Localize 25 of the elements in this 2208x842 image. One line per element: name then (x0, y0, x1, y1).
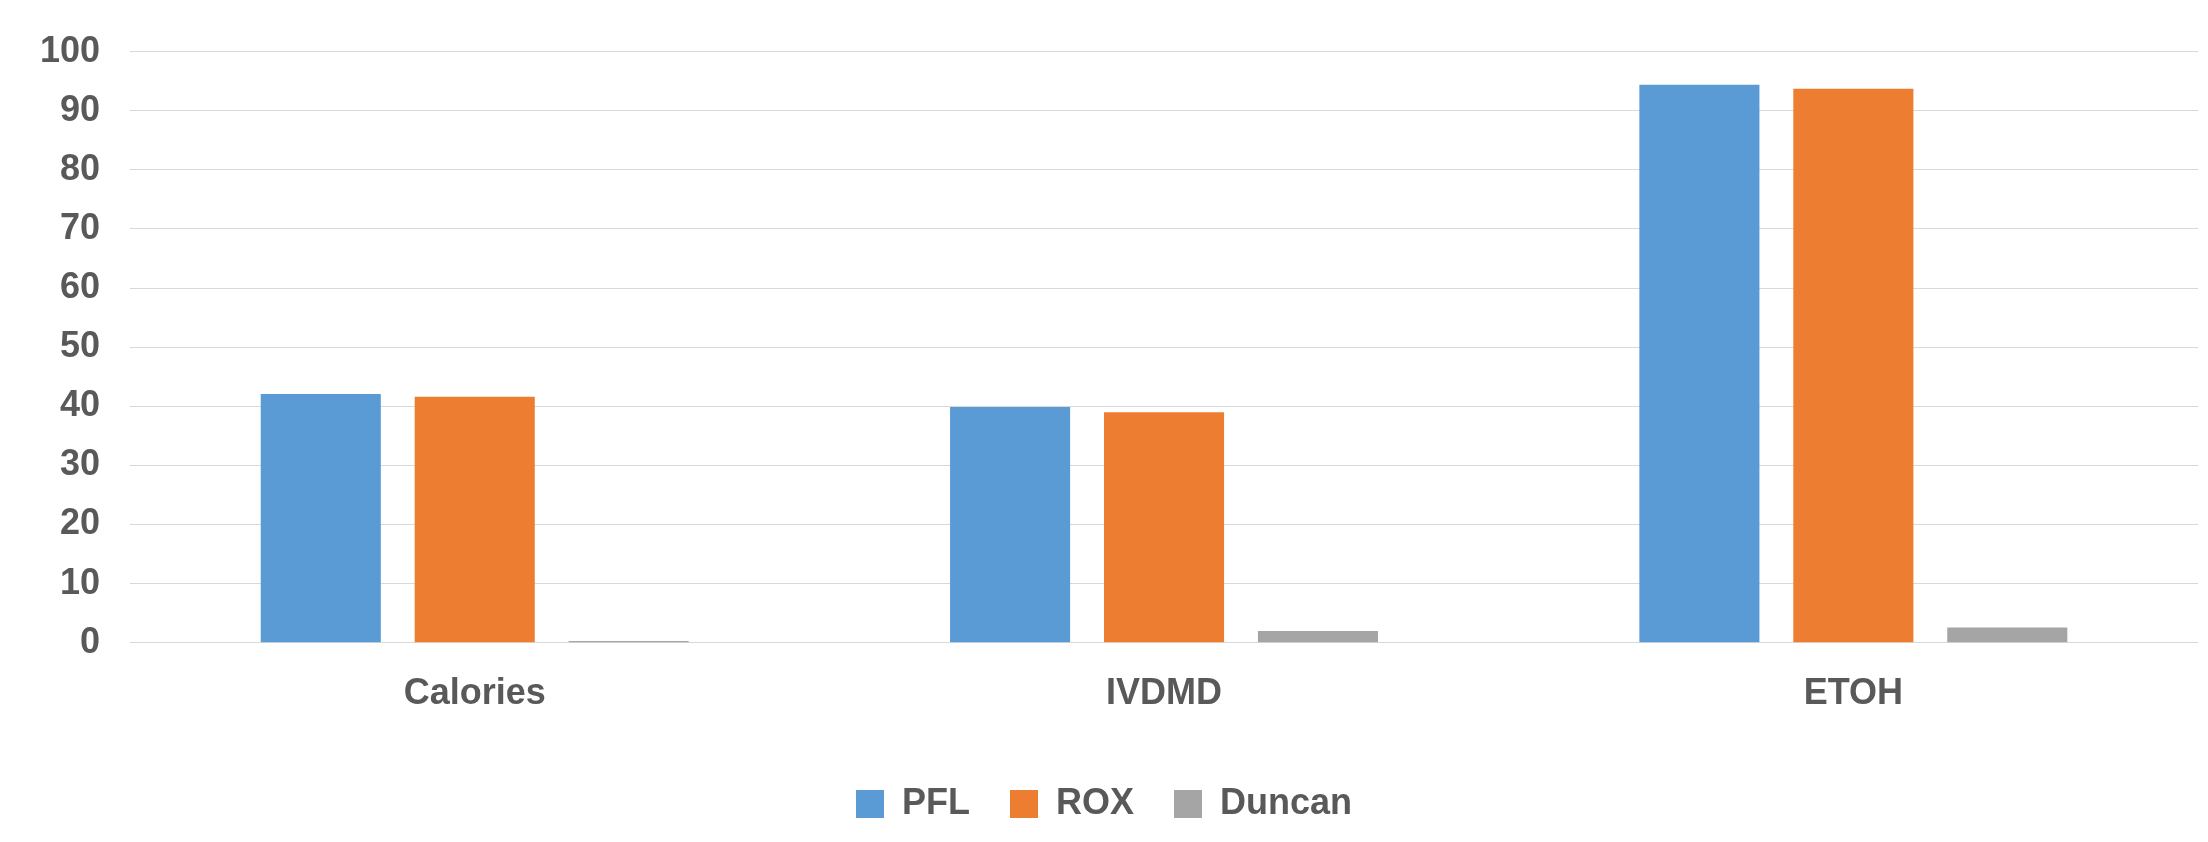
bar (1793, 88, 1914, 643)
y-tick-label: 80 (60, 146, 101, 188)
x-tick-label: Calories (403, 671, 546, 713)
legend-label: Duncan (1220, 780, 1353, 822)
legend-label: PFL (901, 780, 970, 822)
y-tick-label: 0 (80, 619, 101, 661)
y-tick-label: 10 (60, 560, 101, 602)
bar (1103, 412, 1225, 643)
legend-label: ROX (1055, 780, 1134, 822)
bar (950, 406, 1071, 643)
x-tick-label: IVDMD (1106, 671, 1223, 713)
y-tick-label: 60 (60, 265, 101, 306)
bar (1257, 630, 1379, 643)
y-tick-label: 70 (60, 205, 101, 247)
y-tick-label: 50 (60, 324, 101, 366)
y-tick-label: 20 (60, 501, 101, 543)
y-tick-label: 90 (60, 87, 101, 129)
y-tick-label: 30 (60, 442, 101, 484)
x-tick-label: ETOH (1803, 671, 1904, 713)
y-tick-label: 40 (60, 383, 101, 425)
bar (414, 396, 535, 643)
bar (1639, 84, 1760, 643)
y-tick-label: 100 (39, 28, 101, 70)
bar (260, 393, 381, 643)
bar (1947, 627, 2068, 643)
